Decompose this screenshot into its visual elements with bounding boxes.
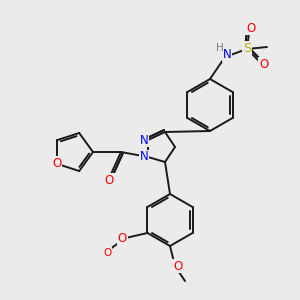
Text: O: O	[103, 248, 112, 258]
Text: N: N	[140, 151, 148, 164]
Text: O: O	[173, 260, 183, 272]
Text: O: O	[52, 157, 62, 170]
Text: S: S	[243, 43, 251, 56]
Text: O: O	[260, 58, 268, 70]
Text: N: N	[140, 134, 148, 146]
Text: O: O	[118, 232, 127, 244]
Text: N: N	[223, 49, 231, 62]
Text: H: H	[216, 43, 224, 53]
Text: O: O	[246, 22, 256, 34]
Text: O: O	[104, 173, 114, 187]
